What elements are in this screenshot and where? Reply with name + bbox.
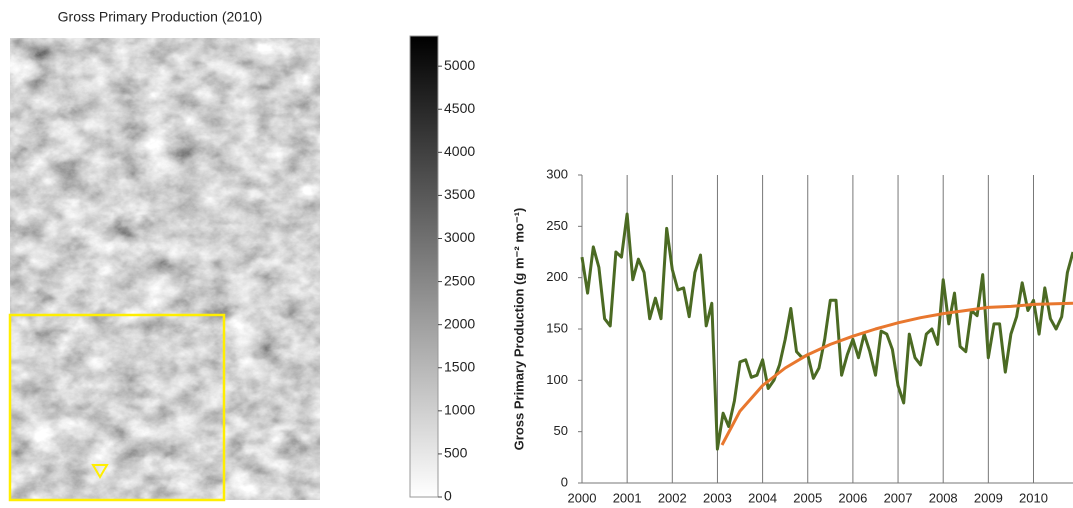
x-tick-label: 2003 [703,490,732,505]
tick-label: 3000 [444,229,475,245]
tick-label: 1000 [444,402,475,418]
tick-label: 3500 [444,186,475,202]
data-line [580,212,1073,451]
tick-label: 0 [444,488,452,504]
line-chart: 0 50 100 150 200 250 300 2000 2001 2002 2003 2004 20… [511,166,1073,505]
y-axis-label: Gross Primary Production (g m⁻² mo⁻¹) [511,208,526,451]
y-tick-label: 150 [546,320,568,335]
x-tick-label: 2002 [658,490,687,505]
y-tick-label: 100 [546,372,568,387]
data-line [720,301,1073,446]
x-tick-label: 2004 [748,490,777,505]
x-tick-label: 2007 [884,490,913,505]
x-tick-label: 2009 [974,490,1003,505]
y-tick-label: 0 [561,474,568,489]
x-tick-label: 2006 [838,490,867,505]
x-tick-label: 2000 [568,490,597,505]
y-tick-label: 50 [554,423,568,438]
plot-area [580,212,1073,451]
image-title: Gross Primary Production (2010) [58,9,263,25]
tick-label: 500 [444,445,468,461]
site-marker [91,464,109,479]
satellite-image [10,38,320,500]
y-tick-label: 300 [546,166,568,181]
y-tick-label: 250 [546,218,568,233]
x-tick-label: 2010 [1019,490,1048,505]
colorbar-scale [409,35,439,498]
y-tick-label: 200 [546,269,568,284]
tick-label: 4000 [444,143,475,159]
colorbar: 0 500 1000 1500 2000 2500 3000 3500 4000 4500 5000 [409,35,475,504]
tick-label: 2000 [444,315,475,331]
x-tick-label: 2008 [929,490,958,505]
tick-label: 2500 [444,272,475,288]
highlight-box [8,313,226,502]
x-tick-label: 2005 [793,490,822,505]
tick-label: 5000 [444,57,475,73]
x-tick-label: 2001 [613,490,642,505]
tick-label: 4500 [444,100,475,116]
tick-label: 1500 [444,358,475,374]
